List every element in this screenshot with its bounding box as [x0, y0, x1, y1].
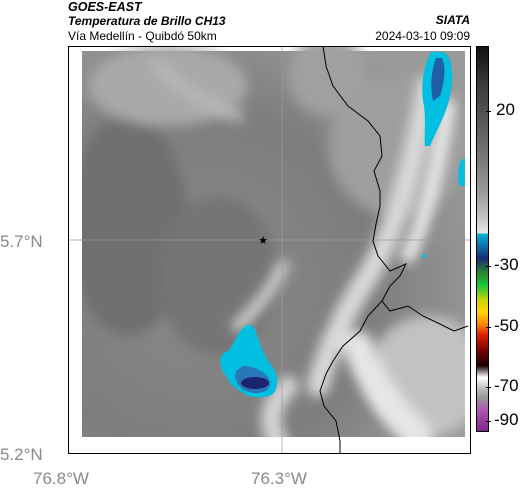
cold-cloud-north: [422, 52, 465, 258]
colorbar-tick: [486, 421, 491, 422]
colorbar-label: -90: [494, 410, 519, 429]
satellite-map: ★: [68, 46, 471, 454]
colorbar-tick: [486, 266, 491, 267]
department-boundary: [319, 46, 469, 454]
subtitle-region: Vía Medellín - Quibdó 50km: [68, 29, 217, 43]
cold-cloud-south: [220, 324, 278, 398]
temperature-colorbar: [476, 46, 489, 432]
colorbar-label: -70: [494, 376, 519, 395]
colorbar-tick: [486, 327, 491, 328]
colorbar-label: 20: [496, 100, 515, 119]
map-frame: [68, 46, 471, 454]
title-satellite: GOES-EAST: [68, 0, 142, 14]
y-tick-label: 5.7°N: [0, 232, 43, 251]
colorbar-tick: [486, 387, 491, 388]
graticule: [68, 46, 471, 454]
colorbar-label: -50: [494, 316, 519, 335]
x-tick-label: 76.3°W: [251, 469, 307, 488]
organization-label: SIATA: [435, 13, 470, 27]
y-tick-label: 5.2°N: [0, 445, 43, 464]
star-icon: ★: [258, 235, 268, 247]
colorbar-tick: [486, 111, 491, 112]
title-product: Temperatura de Brillo CH13: [68, 14, 226, 28]
colorbar-label: -30: [494, 255, 519, 274]
cold-cloud-streaks: [152, 60, 455, 451]
x-tick-label: 76.8°W: [33, 469, 89, 488]
timestamp-label: 2024-03-10 09:09: [375, 29, 470, 43]
